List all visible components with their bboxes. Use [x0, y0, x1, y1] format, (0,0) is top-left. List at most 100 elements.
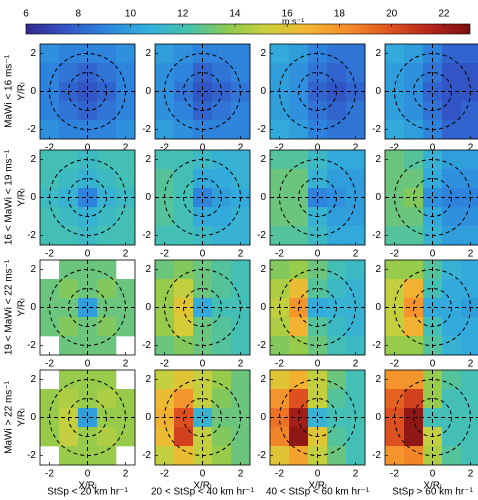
- heatmap-cell: [289, 336, 309, 356]
- heatmap-cell: [231, 120, 251, 140]
- heatmap-cell: [404, 63, 424, 83]
- y-tick-label: -2: [27, 450, 36, 461]
- heatmap-cell: [442, 317, 462, 337]
- heatmap-cell: [59, 150, 79, 170]
- heatmap-cell: [289, 169, 309, 189]
- heatmap-cell: [461, 260, 478, 280]
- heatmap-cell: [174, 169, 194, 189]
- heatmap-cell: [116, 427, 136, 447]
- guide-circle: [164, 379, 241, 456]
- x-tick-label: 0: [315, 359, 321, 370]
- x-tick-label: 2: [468, 249, 474, 260]
- y-axis-label: Y/Rₗ: [17, 188, 28, 207]
- y-tick-label: -2: [372, 124, 381, 135]
- heatmap-cell: [270, 370, 290, 390]
- heatmap-cell: [155, 226, 175, 246]
- heatmap-cell: [40, 207, 60, 227]
- colorbar-tick-label: 10: [125, 9, 137, 20]
- y-tick-label: 2: [375, 374, 381, 385]
- heatmap-cell: [231, 169, 251, 189]
- x-tick-label: -2: [390, 249, 399, 260]
- guide-circle: [279, 53, 356, 130]
- heatmap-cell: [327, 370, 347, 390]
- heatmap-cell: [461, 169, 478, 189]
- heatmap-cell: [174, 317, 194, 337]
- heatmap-cell: [212, 101, 232, 121]
- x-tick-label: 0: [430, 249, 436, 260]
- heatmap-cell: [155, 389, 175, 409]
- heatmap-cell: [423, 82, 443, 102]
- heatmap-cell: [289, 207, 309, 227]
- x-tick-label: 0: [430, 359, 436, 370]
- heatmap-cell: [442, 150, 462, 170]
- colorbar-tick-label: 14: [229, 9, 241, 20]
- colorbar-tick-label: 16: [282, 9, 294, 20]
- heatmap-cell: [155, 150, 175, 170]
- heatmap-cell: [442, 389, 462, 409]
- heatmap-cell: [404, 279, 424, 299]
- y-tick-label: 2: [260, 374, 266, 385]
- heatmap-cell: [442, 169, 462, 189]
- heatmap-cell: [385, 370, 405, 390]
- heatmap-cell: [193, 188, 213, 208]
- heatmap-cell: [174, 101, 194, 121]
- heatmap-cell: [231, 260, 251, 280]
- guide-circle: [183, 72, 222, 111]
- heatmap-cell: [155, 427, 175, 447]
- heatmap-cell: [308, 82, 328, 102]
- heatmap-cell: [40, 44, 60, 64]
- heatmap-cell: [212, 427, 232, 447]
- y-tick-label: 0: [260, 86, 266, 97]
- heatmap-cell: [59, 101, 79, 121]
- heatmap-cell: [346, 63, 366, 83]
- heatmap-cell: [212, 44, 232, 64]
- x-tick-label: 2: [353, 359, 359, 370]
- heatmap-cell: [404, 169, 424, 189]
- heatmap-cell: [97, 207, 117, 227]
- heatmap-cell: [116, 207, 136, 227]
- heatmap-cell: [212, 389, 232, 409]
- heatmap-cell: [212, 150, 232, 170]
- heatmap-cell: [97, 120, 117, 140]
- heatmap-cell: [97, 101, 117, 121]
- heatmap-cell: [40, 317, 60, 337]
- heatmap-cell: [231, 150, 251, 170]
- heatmap-cell: [212, 169, 232, 189]
- heatmap-cell: [174, 427, 194, 447]
- heatmap-cell: [442, 101, 462, 121]
- y-tick-label: 0: [145, 192, 151, 203]
- heatmap-cell: [385, 279, 405, 299]
- heatmap-cell: [346, 226, 366, 246]
- guide-circle: [183, 288, 222, 327]
- heatmap-cell: [404, 446, 424, 466]
- heatmap-cell: [212, 446, 232, 466]
- heatmap-cell: [346, 150, 366, 170]
- heatmap-cell: [461, 120, 478, 140]
- y-tick-label: 2: [375, 154, 381, 165]
- x-axis-label: X/Rₗ: [78, 481, 97, 492]
- heatmap-cell: [59, 63, 79, 83]
- x-tick-label: 2: [468, 469, 474, 480]
- heatmap-cell: [327, 389, 347, 409]
- heatmap-cell: [385, 336, 405, 356]
- heatmap-cell: [385, 317, 405, 337]
- heatmap-cell: [155, 279, 175, 299]
- heatmap-cell: [116, 44, 136, 64]
- y-tick-label: -2: [372, 340, 381, 351]
- heatmap-cell: [327, 150, 347, 170]
- guide-circle: [298, 288, 337, 327]
- heatmap-cell: [193, 298, 213, 318]
- heatmap-cell: [404, 370, 424, 390]
- x-tick-label: 0: [85, 469, 91, 480]
- heatmap-cell: [327, 169, 347, 189]
- heatmap-cell: [385, 389, 405, 409]
- heatmap-cell: [404, 120, 424, 140]
- heatmap-cell: [289, 120, 309, 140]
- heatmap-cell: [212, 317, 232, 337]
- x-tick-label: 2: [353, 249, 359, 260]
- x-tick-label: -2: [275, 249, 284, 260]
- heatmap-cell: [385, 63, 405, 83]
- heatmap-cell: [327, 120, 347, 140]
- y-tick-label: 0: [30, 86, 36, 97]
- heatmap-cell: [174, 207, 194, 227]
